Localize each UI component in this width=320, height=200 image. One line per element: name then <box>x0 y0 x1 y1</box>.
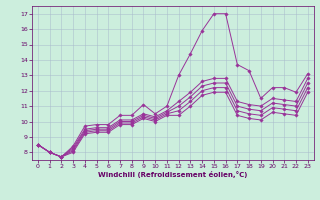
X-axis label: Windchill (Refroidissement éolien,°C): Windchill (Refroidissement éolien,°C) <box>98 171 247 178</box>
